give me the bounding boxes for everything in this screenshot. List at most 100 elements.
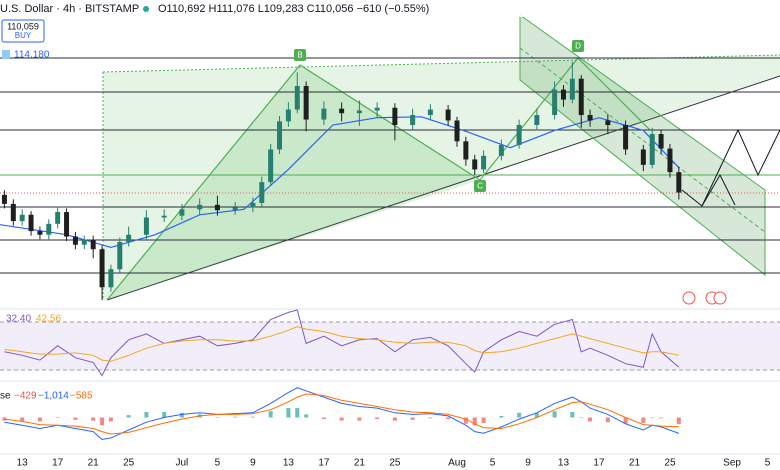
projection	[701, 128, 780, 207]
series-line	[4, 387, 679, 441]
histogram-bar	[579, 417, 584, 418]
alert-icon	[2, 50, 10, 59]
histogram-bar	[517, 412, 522, 418]
histogram-bar	[37, 417, 42, 422]
x-tick-label: Sep	[723, 458, 741, 469]
candle-body	[667, 148, 673, 173]
candle-body	[232, 207, 238, 211]
series-line	[4, 326, 679, 362]
drawings	[0, 14, 780, 455]
histogram-bar	[73, 417, 78, 420]
histogram-bar	[676, 417, 681, 425]
candle-body	[1, 194, 7, 204]
event-icons	[682, 291, 727, 305]
candle-body	[498, 144, 504, 156]
candle-body	[197, 204, 203, 210]
candle-body	[481, 155, 487, 170]
pattern-label: B	[297, 51, 302, 60]
x-tick-label: 5	[215, 458, 221, 469]
histogram-bar	[304, 414, 309, 418]
label-box	[572, 40, 584, 52]
candle-body	[676, 172, 682, 193]
histogram-bar	[463, 417, 468, 424]
icon	[682, 291, 696, 305]
projection	[681, 173, 736, 207]
candle-body	[463, 141, 469, 160]
candle-body	[374, 107, 380, 111]
candle-body	[214, 204, 220, 211]
histogram-bar	[55, 417, 60, 418]
x-tick-label: Jul	[176, 458, 189, 469]
histogram-bar	[552, 411, 557, 418]
ohlc: O110,692 H111,076 L109,283 C110,056 −610…	[158, 3, 429, 15]
x-tick-label: 17	[318, 458, 330, 469]
marks: 13 17 21 25 Jul 5 9 13 17 21 25 Aug 5 9 13 17 21 25 Sep 5	[0, 61, 771, 469]
candle-body	[445, 109, 451, 121]
candle-body	[46, 223, 52, 235]
histogram-bar	[215, 417, 220, 418]
candle-body	[143, 217, 149, 235]
x-tick-label: 5	[490, 458, 496, 469]
annotations: B C D U.S. Dollar · 4h · BITSTAMP O110,6…	[0, 0, 780, 402]
candle-body	[516, 124, 522, 145]
candle-body	[126, 234, 132, 242]
candle-body	[117, 241, 123, 270]
series-line	[4, 309, 680, 377]
candle-body	[72, 236, 78, 245]
histogram-bar	[295, 408, 300, 418]
histogram-bar	[641, 417, 646, 423]
candle-body	[569, 78, 575, 100]
candle-body	[649, 134, 655, 165]
histogram-bar	[499, 415, 504, 418]
status-dot	[143, 6, 149, 12]
x-tick-label: 13	[283, 458, 295, 469]
macd-source: se	[0, 391, 11, 402]
candle-body	[268, 149, 274, 183]
candle-body	[179, 209, 185, 216]
icon	[713, 291, 727, 305]
histogram-bar	[126, 415, 131, 418]
candle-body	[90, 240, 96, 250]
histogram-bar	[321, 417, 326, 420]
histogram-bar	[357, 417, 362, 421]
alert-price: 114,180	[14, 50, 50, 61]
candle-body	[28, 214, 34, 232]
histogram-bar	[100, 417, 105, 426]
series-line	[4, 393, 679, 435]
x-tick-label: 9	[525, 458, 531, 469]
histogram-bar	[446, 417, 451, 420]
x-tick-label: 21	[354, 458, 366, 469]
histogram-bar	[108, 417, 113, 422]
candle-body	[10, 203, 16, 222]
histogram-bar	[91, 417, 96, 421]
buy-box[interactable]	[1, 19, 45, 43]
histogram-bar	[410, 417, 415, 420]
candle-body	[392, 107, 398, 125]
candle-body	[250, 202, 256, 208]
candle-body	[99, 249, 105, 288]
histogram-bar	[286, 408, 291, 418]
pattern-label: C	[477, 182, 483, 191]
histogram-bar	[268, 411, 273, 418]
histogram-bar	[392, 417, 397, 421]
candle-body	[108, 269, 114, 288]
histogram-bar	[250, 416, 255, 418]
histogram-bar	[659, 417, 664, 419]
header-bg	[0, 0, 780, 17]
candle-body	[605, 120, 611, 125]
buy-price: 110,059	[7, 21, 39, 31]
pattern-fill	[107, 65, 480, 300]
candle-body	[55, 212, 61, 224]
candle-body	[427, 109, 433, 116]
x-tick-label: Aug	[448, 458, 466, 469]
candle-body	[560, 89, 566, 100]
candle-body	[410, 115, 416, 125]
histogram-bar	[623, 417, 628, 424]
candle-body	[552, 89, 558, 116]
histogram-bar	[144, 412, 149, 418]
x-tick-label: 13	[17, 458, 29, 469]
x-tick-label: 13	[558, 458, 570, 469]
candle-body	[454, 120, 460, 142]
candle-body	[587, 115, 593, 121]
